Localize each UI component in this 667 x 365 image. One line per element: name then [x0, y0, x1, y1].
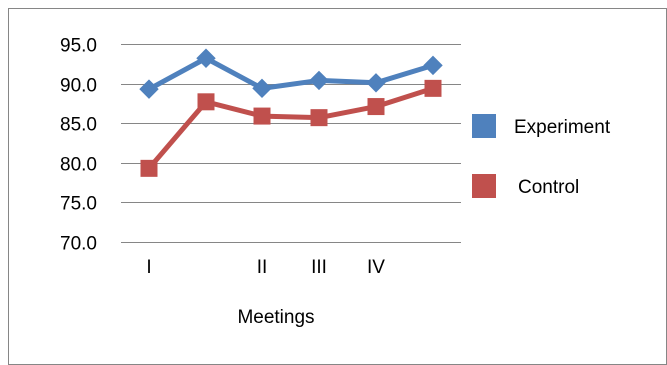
series-line	[147, 55, 434, 92]
x-tick-label: III	[311, 257, 327, 278]
legend-swatch	[472, 114, 496, 138]
data-point	[423, 55, 443, 76]
y-tick-label: 85.0	[60, 115, 97, 136]
y-tick-label: 80.0	[60, 155, 97, 176]
x-tick-label: I	[146, 257, 151, 278]
y-tick-label: 90.0	[60, 76, 97, 97]
data-point	[309, 70, 329, 91]
legend: Experiment Control	[472, 114, 611, 198]
data-point	[310, 109, 328, 127]
data-point	[252, 78, 272, 99]
y-tick-label: 70.0	[60, 234, 97, 255]
data-point	[139, 79, 159, 99]
data-point	[367, 98, 385, 116]
series-control	[140, 79, 442, 177]
x-axis-tick-labels: I II III IV	[146, 257, 385, 278]
y-axis-tick-labels: 70.0 75.0 80.0 85.0 90.0 95.0	[60, 36, 97, 255]
data-point	[366, 73, 386, 93]
data-point	[197, 93, 215, 111]
x-axis-title: Meetings	[237, 307, 314, 328]
y-tick-label: 95.0	[60, 36, 97, 57]
data-point	[140, 159, 158, 177]
legend-label: Control	[518, 177, 579, 198]
chart-border	[8, 8, 667, 365]
y-tick-label: 75.0	[60, 194, 97, 215]
series-experiment	[139, 48, 443, 99]
x-tick-label: IV	[367, 257, 385, 278]
data-point	[253, 107, 271, 125]
series-layer	[139, 48, 443, 177]
data-point	[196, 48, 216, 68]
legend-label: Experiment	[514, 117, 611, 138]
legend-swatch	[472, 174, 496, 198]
data-point	[424, 79, 442, 97]
series-line	[147, 85, 434, 170]
x-tick-label: II	[257, 257, 268, 278]
